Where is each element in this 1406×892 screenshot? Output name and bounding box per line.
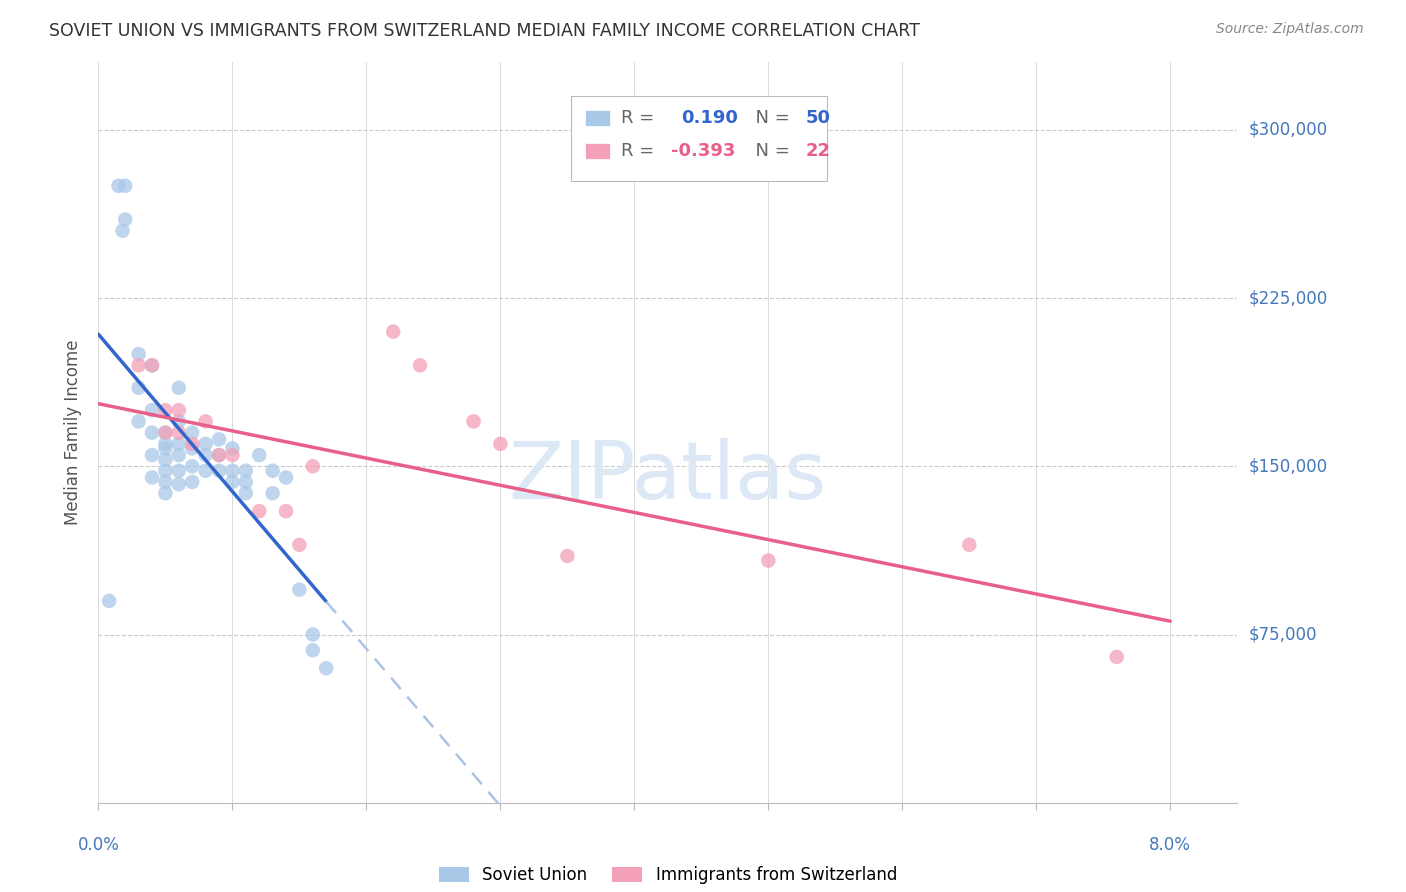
Y-axis label: Median Family Income: Median Family Income [65, 340, 83, 525]
Text: R =: R = [621, 109, 666, 127]
Text: $225,000: $225,000 [1249, 289, 1327, 307]
Point [194, 437, 217, 451]
Point [274, 504, 297, 518]
Point [221, 448, 243, 462]
Point [111, 224, 134, 238]
Point [141, 359, 163, 373]
Point [301, 459, 323, 474]
Point [221, 464, 243, 478]
Point [194, 414, 217, 428]
Point [301, 643, 323, 657]
Point [557, 549, 579, 563]
Point [957, 538, 980, 552]
Point [382, 325, 405, 339]
Point [181, 442, 204, 456]
Point [409, 359, 432, 373]
FancyBboxPatch shape [585, 143, 610, 160]
Point [181, 459, 204, 474]
Point [155, 425, 177, 440]
Text: -0.393: -0.393 [671, 143, 735, 161]
Point [194, 464, 217, 478]
Point [167, 414, 190, 428]
Point [155, 425, 177, 440]
Point [114, 178, 136, 193]
FancyBboxPatch shape [571, 95, 827, 181]
Point [221, 475, 243, 489]
Point [167, 448, 190, 462]
Point [167, 381, 190, 395]
Text: $300,000: $300,000 [1249, 120, 1327, 139]
Point [194, 448, 217, 462]
Point [107, 178, 129, 193]
Point [155, 403, 177, 417]
Text: Source: ZipAtlas.com: Source: ZipAtlas.com [1216, 22, 1364, 37]
Point [181, 437, 204, 451]
Text: 0.0%: 0.0% [77, 836, 120, 855]
FancyBboxPatch shape [585, 110, 610, 126]
Point [98, 594, 121, 608]
Text: N =: N = [744, 109, 796, 127]
Text: $150,000: $150,000 [1249, 458, 1327, 475]
Point [167, 403, 190, 417]
Point [128, 359, 150, 373]
Point [114, 212, 136, 227]
Text: ZIPatlas: ZIPatlas [509, 438, 827, 516]
Point [274, 470, 297, 484]
Point [141, 425, 163, 440]
Point [141, 403, 163, 417]
Point [208, 433, 231, 447]
Point [315, 661, 337, 675]
Point [235, 486, 257, 500]
Text: N =: N = [744, 143, 796, 161]
Point [1105, 650, 1128, 665]
Text: 8.0%: 8.0% [1149, 836, 1191, 855]
Point [301, 627, 323, 641]
Point [167, 425, 190, 440]
Point [181, 475, 204, 489]
Point [128, 347, 150, 361]
Point [247, 448, 270, 462]
Point [128, 414, 150, 428]
Point [489, 437, 512, 451]
Point [235, 475, 257, 489]
Point [155, 452, 177, 467]
Point [221, 442, 243, 456]
Point [167, 464, 190, 478]
Point [155, 475, 177, 489]
Point [167, 437, 190, 451]
Point [247, 504, 270, 518]
Text: SOVIET UNION VS IMMIGRANTS FROM SWITZERLAND MEDIAN FAMILY INCOME CORRELATION CHA: SOVIET UNION VS IMMIGRANTS FROM SWITZERL… [49, 22, 920, 40]
Point [262, 486, 284, 500]
Point [208, 448, 231, 462]
Point [167, 477, 190, 491]
Point [155, 486, 177, 500]
Text: 0.190: 0.190 [682, 109, 738, 127]
Text: R =: R = [621, 143, 661, 161]
Point [155, 464, 177, 478]
Point [463, 414, 485, 428]
Text: 22: 22 [806, 143, 831, 161]
Point [155, 442, 177, 456]
Point [262, 464, 284, 478]
Point [128, 381, 150, 395]
Point [181, 425, 204, 440]
Point [141, 448, 163, 462]
Point [208, 464, 231, 478]
Legend: Soviet Union, Immigrants from Switzerland: Soviet Union, Immigrants from Switzerlan… [432, 859, 904, 890]
Point [756, 553, 779, 567]
Text: 50: 50 [806, 109, 831, 127]
Text: $75,000: $75,000 [1249, 625, 1317, 643]
Point [208, 448, 231, 462]
Point [141, 470, 163, 484]
Point [155, 437, 177, 451]
Point [235, 464, 257, 478]
Point [141, 359, 163, 373]
Point [288, 538, 311, 552]
Point [288, 582, 311, 597]
